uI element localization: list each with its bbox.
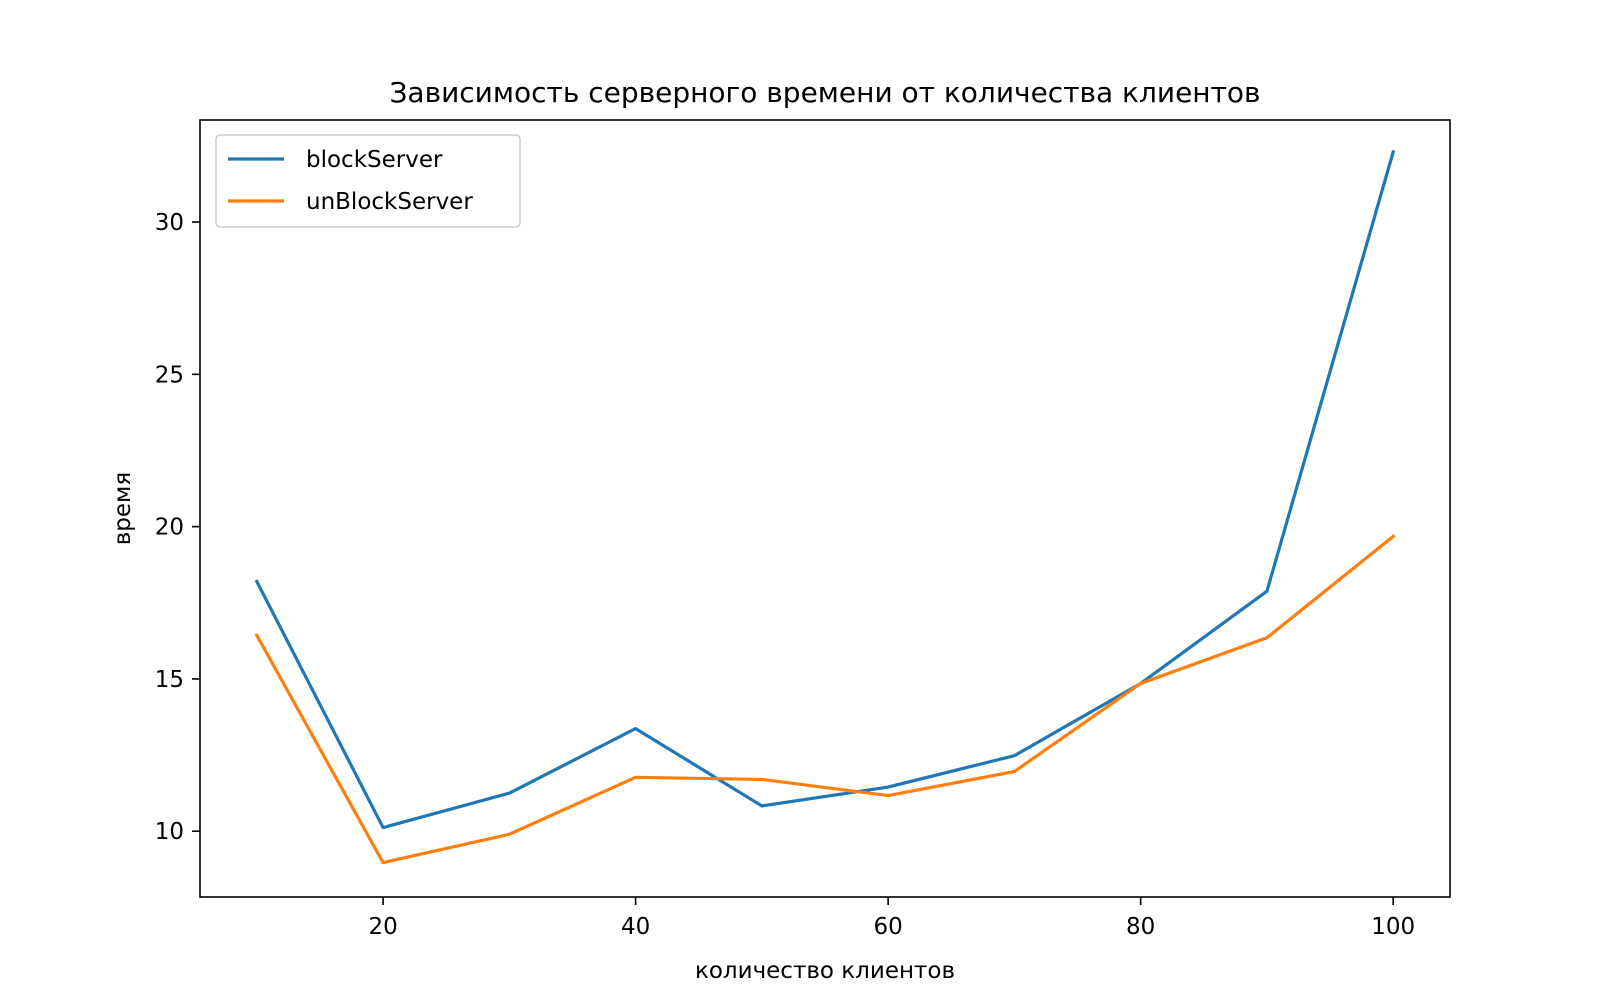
- y-tick-label: 15: [155, 667, 184, 693]
- x-axis-label: количество клиентов: [695, 958, 955, 984]
- x-tick-label: 80: [1126, 914, 1155, 940]
- x-tick-label: 20: [368, 914, 397, 940]
- series-line-blockServer: [254, 150, 1396, 830]
- x-tick-label: 60: [873, 914, 902, 940]
- y-axis-label: время: [110, 472, 136, 546]
- axes-frame: [199, 119, 1451, 898]
- x-tick-label: 100: [1371, 914, 1415, 940]
- y-tick-label: 25: [155, 362, 184, 388]
- y-tick-label: 30: [155, 210, 184, 236]
- plot-area: 20 40 60 80 100 10 15 20 25 30: [155, 119, 1451, 940]
- legend-label-unBlockServer: unBlockServer: [306, 189, 473, 215]
- y-tick-label: 10: [155, 819, 184, 845]
- chart-title: Зависимость серверного времени от количе…: [389, 76, 1260, 109]
- x-tick-label: 40: [621, 914, 650, 940]
- legend-box: [215, 134, 521, 228]
- series-line-unBlockServer: [254, 534, 1396, 865]
- legend-label-blockServer: blockServer: [306, 147, 443, 173]
- legend: blockServer unBlockServer: [215, 134, 521, 228]
- y-tick-label: 20: [155, 515, 184, 541]
